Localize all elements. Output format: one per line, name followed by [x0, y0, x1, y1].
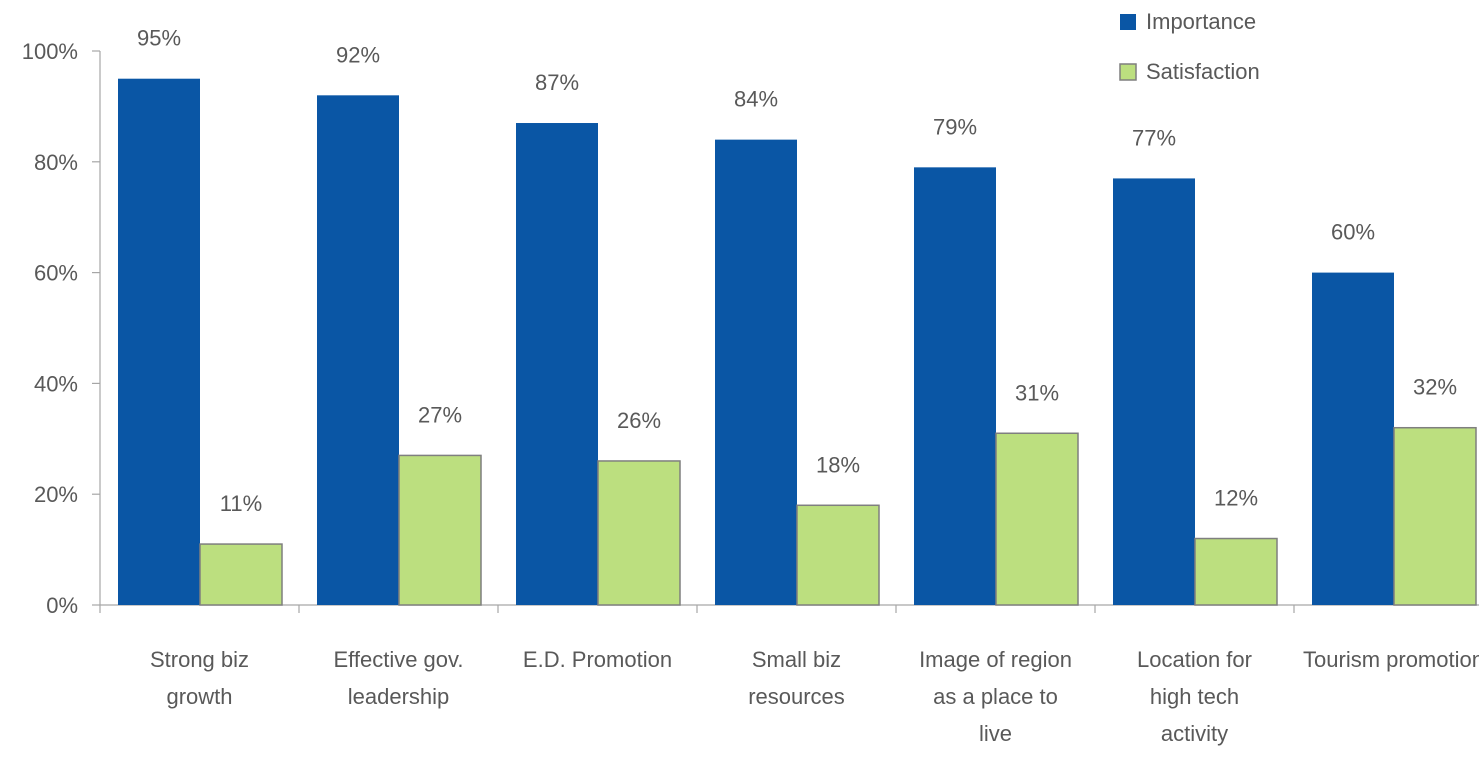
x-tick-label: Strong biz growth	[150, 647, 249, 709]
data-label-importance: 87%	[535, 70, 579, 95]
bars	[118, 78, 1477, 606]
bar-importance	[317, 95, 399, 605]
y-tick-label: 0%	[46, 593, 78, 618]
bar-satisfaction	[199, 543, 283, 606]
data-label-importance: 60%	[1331, 220, 1375, 245]
data-label-importance: 95%	[137, 26, 181, 51]
bar-importance	[516, 123, 598, 606]
data-label-importance: 92%	[336, 42, 380, 67]
bar-importance	[1113, 178, 1195, 606]
bar-satisfaction	[1194, 537, 1278, 606]
bar-satisfaction	[995, 432, 1079, 606]
data-labels: 95% 92% 87% 84% 79% 77% 60% 11% 27% 26% 18% 31% 12% 3…	[137, 26, 1457, 516]
data-label-satisfaction: 27%	[418, 402, 462, 427]
legend-swatch-satisfaction	[1119, 63, 1137, 81]
y-tick-label: 80%	[34, 150, 78, 175]
x-tick-label: Image of region as a place to live	[919, 647, 1072, 746]
x-axis: Strong biz growth Effective gov. leadership…	[99, 604, 1479, 746]
y-tick-label: 40%	[34, 371, 78, 396]
data-label-satisfaction: 12%	[1214, 486, 1258, 511]
legend-swatch-importance	[1120, 14, 1136, 30]
bar-importance	[914, 167, 996, 605]
bar-importance	[715, 139, 797, 605]
x-tick-label: Tourism promotion	[1303, 647, 1479, 672]
bar-importance	[118, 78, 200, 605]
x-tick-label: Small biz resources	[748, 647, 845, 709]
y-tick-label: 60%	[34, 261, 78, 286]
legend-label-importance: Importance	[1146, 9, 1256, 34]
data-label-importance: 79%	[933, 114, 977, 139]
legend: Importance Satisfaction	[1119, 9, 1260, 84]
data-label-satisfaction: 26%	[617, 408, 661, 433]
x-tick-label: Effective gov. leadership	[333, 647, 463, 709]
data-label-satisfaction: 18%	[816, 452, 860, 477]
bar-satisfaction	[796, 504, 880, 606]
y-tick-label: 100%	[22, 39, 78, 64]
legend-label-satisfaction: Satisfaction	[1146, 59, 1260, 84]
data-label-importance: 77%	[1132, 125, 1176, 150]
bar-satisfaction	[398, 454, 482, 606]
bar-satisfaction	[597, 460, 681, 606]
data-label-satisfaction: 11%	[220, 491, 262, 516]
y-axis: 0% 20% 40% 60% 80% 100%	[22, 39, 101, 618]
x-tick-label: E.D. Promotion	[523, 647, 672, 672]
bar-satisfaction	[1393, 426, 1477, 606]
data-label-importance: 84%	[734, 87, 778, 112]
y-tick-label: 20%	[34, 482, 78, 507]
data-label-satisfaction: 31%	[1015, 380, 1059, 405]
x-tick-label: Location for high tech activity	[1137, 647, 1252, 746]
data-label-satisfaction: 32%	[1413, 375, 1457, 400]
bar-importance	[1312, 272, 1394, 605]
